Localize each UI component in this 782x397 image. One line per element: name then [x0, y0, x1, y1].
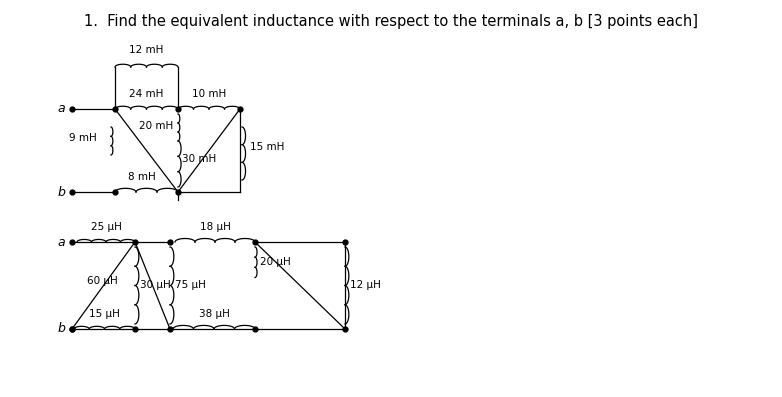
Text: 12 mH: 12 mH — [129, 45, 163, 55]
Text: 24 mH: 24 mH — [129, 89, 163, 99]
Text: 12 μH: 12 μH — [350, 281, 381, 291]
Text: 20 mH: 20 mH — [138, 121, 173, 131]
Text: 10 mH: 10 mH — [192, 89, 226, 99]
Text: 60 μH: 60 μH — [87, 276, 118, 285]
Text: b: b — [57, 185, 65, 198]
Text: 15 μH: 15 μH — [89, 309, 120, 319]
Text: 75 μH: 75 μH — [175, 281, 206, 291]
Text: a: a — [57, 102, 65, 116]
Text: 1.  Find the equivalent inductance with respect to the terminals a, b [3 points : 1. Find the equivalent inductance with r… — [84, 14, 698, 29]
Text: 20 μH: 20 μH — [260, 257, 291, 267]
Text: 8 mH: 8 mH — [127, 172, 156, 182]
Text: 38 μH: 38 μH — [199, 309, 229, 319]
Text: 18 μH: 18 μH — [199, 222, 231, 232]
Text: 30 mH: 30 mH — [182, 154, 217, 164]
Text: 25 μH: 25 μH — [91, 222, 121, 232]
Text: b: b — [57, 322, 65, 335]
Text: 30 μH: 30 μH — [140, 281, 170, 291]
Text: a: a — [57, 235, 65, 249]
Text: 15 mH: 15 mH — [250, 142, 285, 152]
Text: 9 mH: 9 mH — [70, 133, 97, 143]
